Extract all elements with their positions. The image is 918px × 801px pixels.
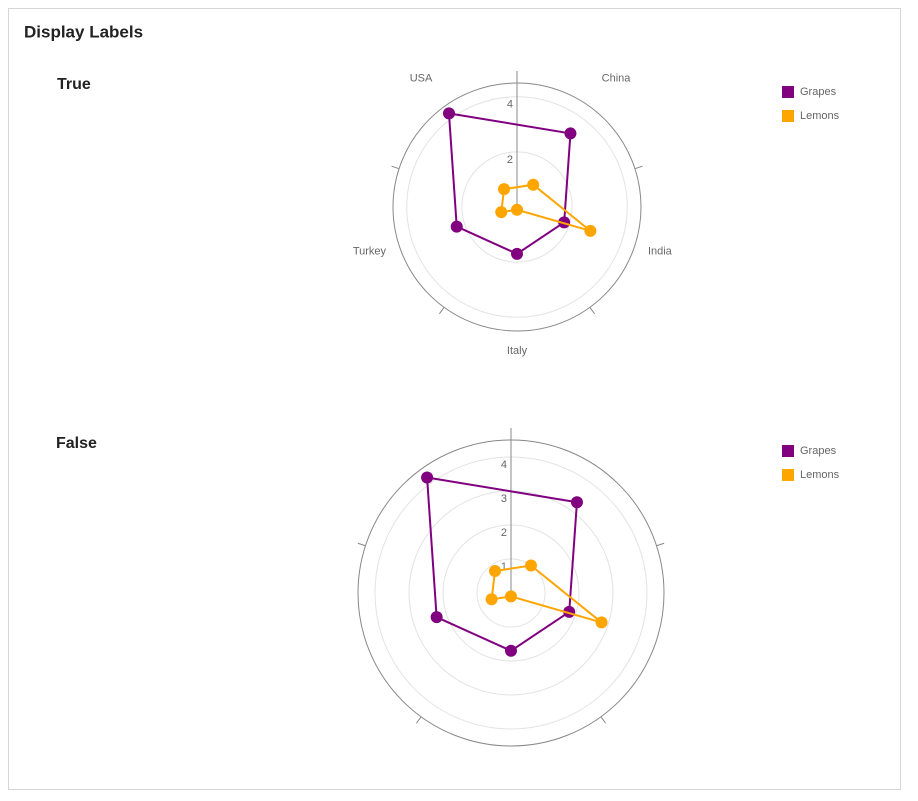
r-tick-label: 3 — [501, 493, 507, 505]
data-point — [442, 107, 455, 120]
data-point — [564, 127, 577, 140]
series-line — [447, 112, 572, 255]
data-point — [524, 559, 537, 572]
outer-tick — [600, 716, 607, 724]
r-tick-label: 4 — [501, 459, 507, 471]
chart-title: True — [57, 76, 91, 93]
legend-label: Lemons — [800, 110, 840, 122]
data-point — [421, 471, 434, 484]
r-tick-label: 4 — [507, 99, 513, 111]
outer-tick — [391, 165, 400, 170]
data-point — [527, 178, 540, 191]
chart-title: False — [56, 435, 97, 452]
legend-label: Grapes — [800, 445, 837, 457]
data-point — [584, 224, 597, 237]
outer-tick — [357, 542, 366, 547]
category-label: USA — [410, 72, 433, 84]
r-tick-label: 1 — [501, 561, 507, 573]
r-tick-label: 2 — [501, 527, 507, 539]
series-line — [425, 476, 579, 652]
r-tick-label: 2 — [507, 154, 513, 166]
data-point — [570, 496, 583, 509]
legend-swatch — [782, 445, 794, 457]
data-point — [430, 611, 443, 624]
legend-swatch — [782, 469, 794, 481]
data-point — [485, 593, 498, 606]
data-point — [489, 564, 502, 577]
category-label: Italy — [507, 345, 528, 357]
category-label: India — [648, 245, 673, 257]
data-point — [595, 616, 608, 629]
category-label: China — [602, 72, 632, 84]
legend-label: Grapes — [800, 86, 837, 98]
outer-tick — [589, 307, 595, 315]
legend-label: Lemons — [800, 469, 840, 481]
legend-swatch — [782, 110, 794, 122]
data-point — [498, 183, 511, 196]
legend-swatch — [782, 86, 794, 98]
data-point — [505, 590, 517, 603]
page-title: Display Labels — [24, 22, 143, 41]
outer-tick — [634, 165, 643, 170]
category-label: Turkey — [353, 245, 387, 257]
outer-tick — [415, 716, 422, 724]
card — [8, 8, 901, 790]
data-point — [505, 644, 517, 657]
data-point — [450, 220, 463, 233]
data-point — [511, 203, 523, 216]
outer-tick — [439, 307, 445, 315]
outer-tick — [656, 542, 665, 547]
data-point — [511, 247, 523, 260]
data-point — [495, 206, 508, 219]
